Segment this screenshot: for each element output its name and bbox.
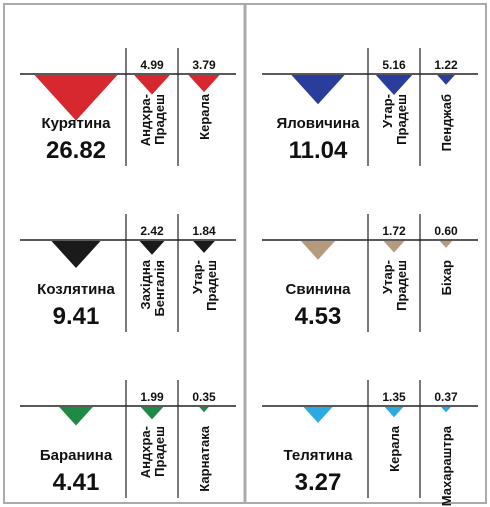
state-value: 0.60 bbox=[434, 224, 458, 238]
triangle bbox=[51, 241, 101, 268]
state-name: Утар- bbox=[190, 260, 205, 294]
state-value: 3.79 bbox=[192, 58, 216, 72]
state-name: Керала bbox=[197, 93, 212, 140]
state-name: Прадеш bbox=[394, 260, 409, 311]
state-name: Карнатака bbox=[197, 425, 212, 491]
triangle bbox=[383, 241, 405, 253]
state-value: 0.37 bbox=[434, 390, 458, 404]
state-name: Керала bbox=[387, 425, 402, 472]
triangle bbox=[34, 75, 118, 121]
triangle bbox=[375, 75, 413, 95]
panel-name: Яловичина bbox=[276, 115, 360, 132]
state-value: 1.72 bbox=[382, 224, 406, 238]
state-value: 2.42 bbox=[140, 224, 164, 238]
triangle bbox=[140, 407, 164, 420]
panel-name: Свинина bbox=[286, 281, 352, 298]
triangle bbox=[139, 241, 165, 255]
triangle bbox=[437, 75, 455, 85]
panel-total: 3.27 bbox=[295, 469, 342, 496]
triangle bbox=[193, 241, 215, 253]
panel-total: 26.82 bbox=[46, 137, 106, 164]
triangle bbox=[300, 241, 336, 260]
triangle bbox=[59, 407, 93, 426]
state-value: 5.16 bbox=[382, 58, 406, 72]
panel-total: 4.53 bbox=[295, 303, 342, 330]
state-name: Андхра- bbox=[138, 426, 153, 478]
panel-total: 9.41 bbox=[53, 303, 100, 330]
state-name: Андхра- bbox=[138, 94, 153, 146]
panel-name: Курятина bbox=[42, 115, 112, 132]
triangle bbox=[291, 75, 345, 105]
triangle bbox=[199, 407, 209, 413]
state-name: Прадеш bbox=[152, 426, 167, 477]
state-value: 4.99 bbox=[140, 58, 164, 72]
state-name: Пенджаб bbox=[439, 94, 454, 151]
state-name: Прадеш bbox=[394, 94, 409, 145]
panel-total: 11.04 bbox=[289, 137, 348, 164]
state-name: Утар- bbox=[380, 260, 395, 294]
panel-name: Козлятина bbox=[37, 281, 115, 298]
triangle bbox=[188, 75, 220, 93]
triangle bbox=[441, 407, 451, 413]
state-name: Прадеш bbox=[152, 94, 167, 145]
triangle bbox=[134, 75, 170, 95]
triangle bbox=[384, 407, 404, 418]
panel-name: Баранина bbox=[40, 447, 113, 464]
state-name: Біхар bbox=[439, 260, 454, 295]
state-name: Прадеш bbox=[204, 260, 219, 311]
state-name: Західна bbox=[138, 259, 153, 309]
state-value: 0.35 bbox=[192, 390, 216, 404]
state-value: 1.35 bbox=[382, 390, 406, 404]
state-value: 1.22 bbox=[434, 58, 458, 72]
state-name: Утар- bbox=[380, 94, 395, 128]
state-value: 1.99 bbox=[140, 390, 164, 404]
panel-total: 4.41 bbox=[53, 469, 100, 496]
state-name: Бенгалія bbox=[152, 260, 167, 317]
state-value: 1.84 bbox=[192, 224, 216, 238]
panel-name: Телятина bbox=[283, 447, 353, 464]
triangle bbox=[303, 407, 333, 423]
triangle bbox=[439, 241, 453, 248]
state-name: Махараштра bbox=[439, 425, 454, 506]
